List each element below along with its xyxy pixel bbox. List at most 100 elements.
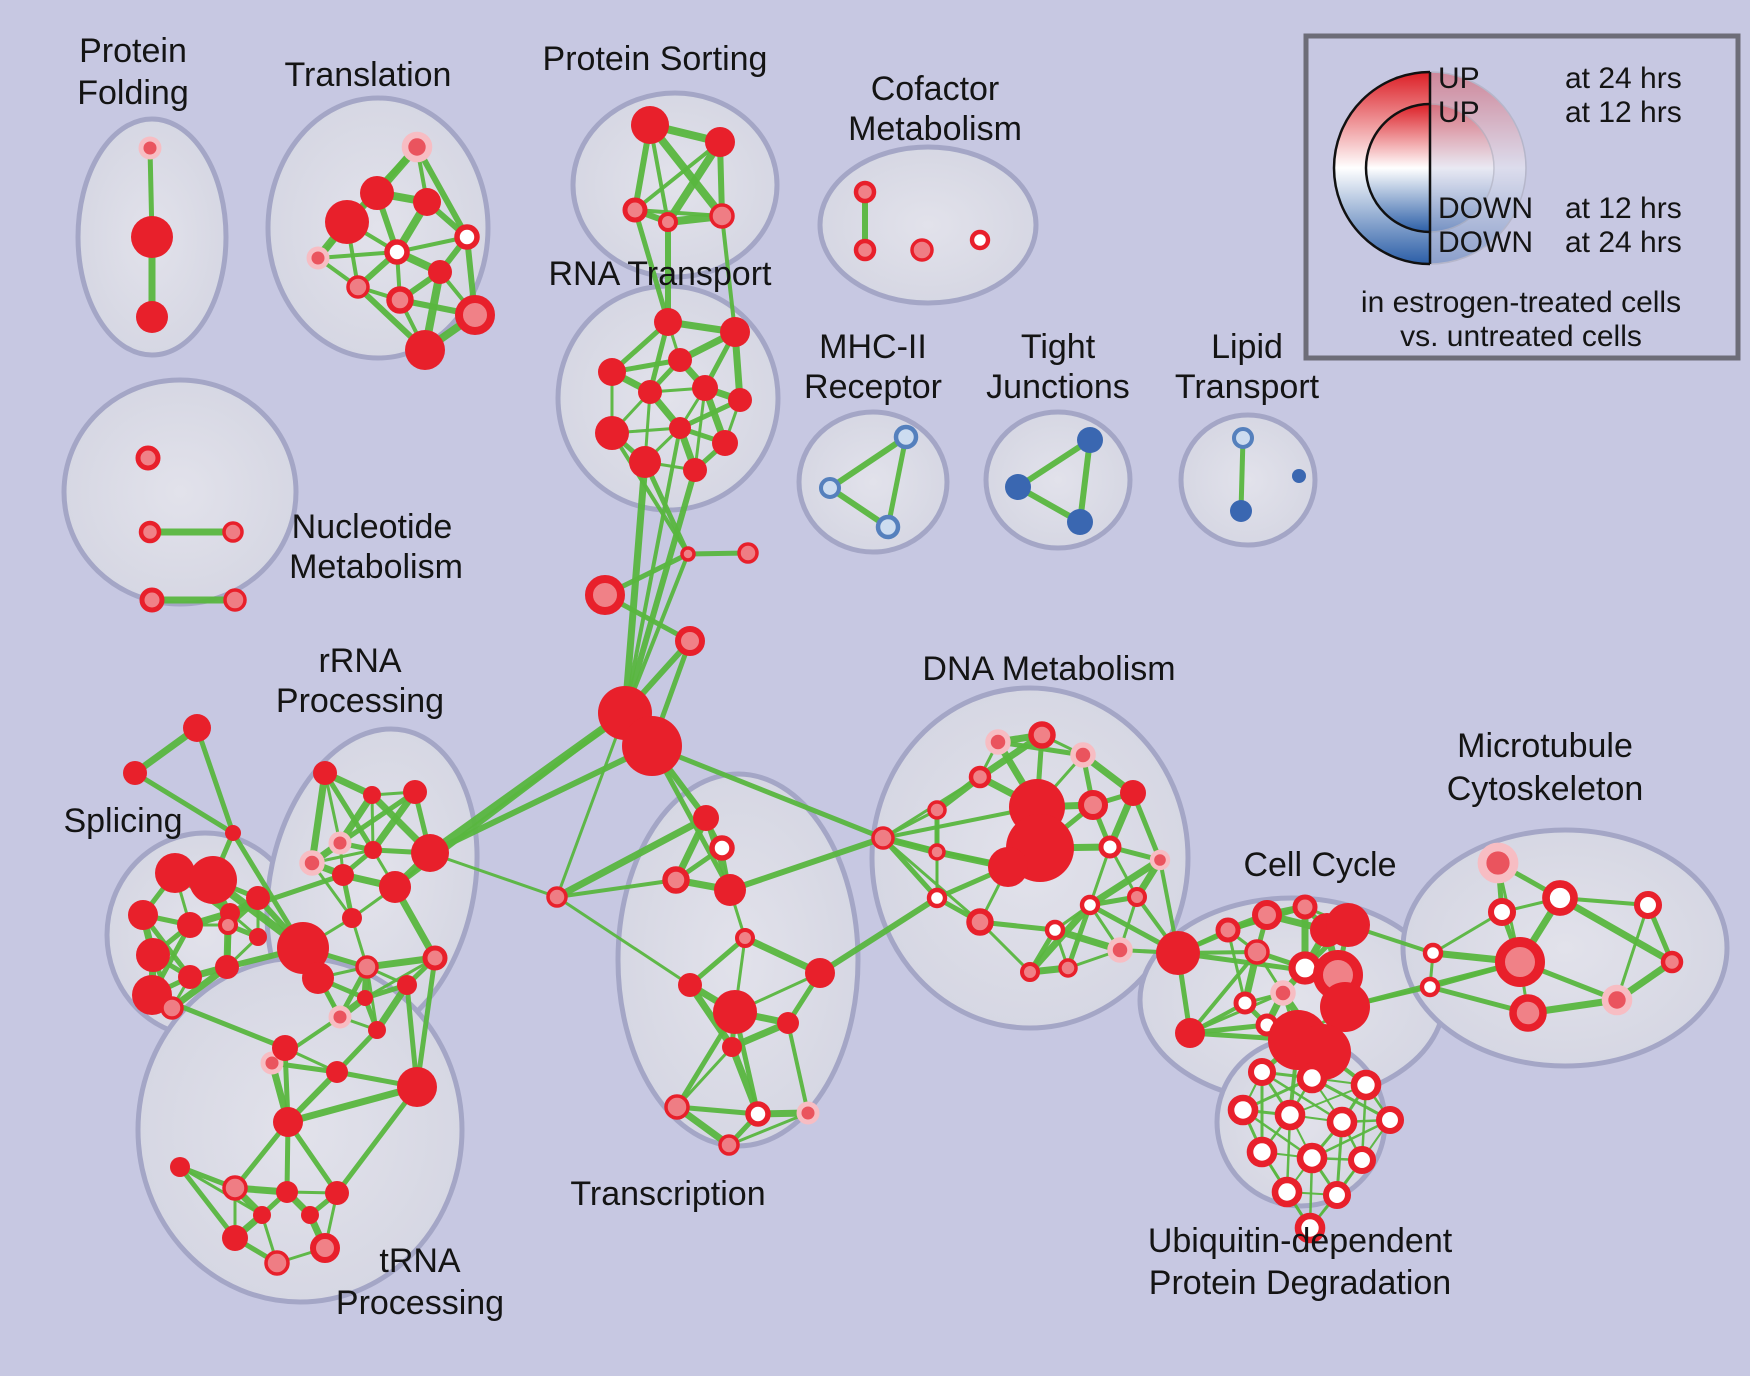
node-up [638, 380, 662, 404]
cluster-ellipse-protein_sorting [570, 90, 780, 280]
node-up [712, 430, 738, 456]
edge [1556, 894, 1676, 966]
cluster-label-lipid: Lipid [1211, 328, 1283, 366]
node-up [401, 131, 433, 163]
edge [686, 981, 736, 1051]
node-up [1247, 1057, 1277, 1087]
cluster-ellipse-cofactor [817, 144, 1039, 306]
edge [555, 878, 678, 899]
node-up [1419, 976, 1441, 998]
edge [428, 851, 559, 899]
node-up [658, 212, 678, 232]
node-up [853, 180, 877, 204]
node-up [325, 200, 369, 244]
cluster-label-rna_transport: RNA Transport [549, 255, 773, 293]
node-up [669, 417, 691, 439]
node-up [631, 106, 669, 144]
node-up [299, 850, 325, 876]
node-up [796, 1101, 820, 1125]
edge [1065, 902, 1093, 971]
cluster-label-nucleotide: Nucleotide [292, 508, 453, 546]
cluster-label-cellcycle: Cell Cycle [1243, 846, 1396, 884]
node-up [138, 520, 162, 544]
node-up [1487, 897, 1517, 927]
node-up [1020, 962, 1040, 982]
legend-time-3: at 24 hrs [1565, 226, 1682, 259]
cluster-labels: Protein Folding Translation Protein Sorting… [63, 32, 1643, 1322]
cluster-label-translation: Translation [285, 56, 452, 94]
node-up [546, 886, 568, 908]
node-up [135, 445, 161, 471]
node-up [1375, 1105, 1405, 1135]
edge [132, 770, 236, 836]
node-up [675, 626, 705, 656]
edge [621, 458, 649, 717]
node-down [1231, 426, 1255, 450]
cluster-label-cofactor: Cofactor [871, 70, 1000, 108]
edge [687, 935, 748, 988]
node-up [1120, 780, 1146, 806]
node-up [1320, 982, 1370, 1032]
node-up [664, 1094, 690, 1120]
edge [284, 1083, 421, 1126]
cluster-label-transcription: Transcription [570, 1175, 765, 1213]
node-up [403, 780, 427, 804]
node-up [1477, 842, 1519, 884]
node-up [223, 588, 247, 612]
cluster-label-ubiquitin: Ubiquitin-dependent [1148, 1222, 1453, 1260]
edge [675, 1045, 734, 1109]
legend-time-1: at 12 hrs [1565, 96, 1682, 129]
node-up [692, 375, 718, 401]
cluster-label-mhc: MHC-II [819, 328, 927, 366]
node-up [364, 841, 382, 859]
node-up [871, 826, 895, 850]
cluster-label-rrna: Processing [276, 682, 444, 720]
node-up [1601, 984, 1633, 1016]
node-up [313, 761, 337, 785]
cluster-label-protein_folding: Folding [77, 74, 189, 112]
edge [227, 872, 346, 916]
edge [177, 1164, 238, 1241]
node-up [170, 1157, 190, 1177]
node-up [225, 825, 241, 841]
node-up [1079, 894, 1101, 916]
node-up [1244, 939, 1270, 965]
node-up [139, 587, 165, 613]
node-up [246, 886, 270, 910]
cluster-label-protein_folding: Protein [79, 32, 187, 70]
node-up [183, 714, 211, 742]
node-up [386, 286, 414, 314]
node-up [1028, 721, 1056, 749]
node-up [357, 990, 373, 1006]
legend-time-2: at 12 hrs [1565, 192, 1682, 225]
node-up [1294, 1212, 1326, 1244]
node-up [422, 945, 448, 971]
node-up [585, 575, 625, 615]
edge [786, 1021, 810, 1115]
legend-box [1303, 33, 1741, 361]
edge [555, 711, 627, 899]
node-up [1660, 950, 1684, 974]
node-up [1296, 1062, 1328, 1094]
node-up [910, 238, 934, 262]
node-up [1326, 1106, 1358, 1138]
node-up [138, 136, 162, 160]
legend-caption-line-1: in estrogen-treated cells [1361, 286, 1681, 319]
edge [1086, 856, 1164, 909]
cluster-label-trna: Processing [336, 1284, 504, 1322]
node-up [346, 275, 370, 299]
node-up [306, 246, 330, 270]
node-up [332, 864, 354, 886]
node-up [926, 887, 948, 909]
edge [553, 814, 710, 901]
node-up [1633, 890, 1663, 920]
node-up [273, 1107, 303, 1137]
edge [727, 835, 886, 893]
legend-direction-2: DOWN [1438, 192, 1533, 225]
cluster-label-microtubule: Cytoskeleton [1447, 770, 1644, 808]
node-up [302, 962, 334, 994]
edge [1077, 437, 1093, 525]
node-down [875, 514, 901, 540]
edge [817, 895, 940, 976]
node-up [928, 843, 946, 861]
